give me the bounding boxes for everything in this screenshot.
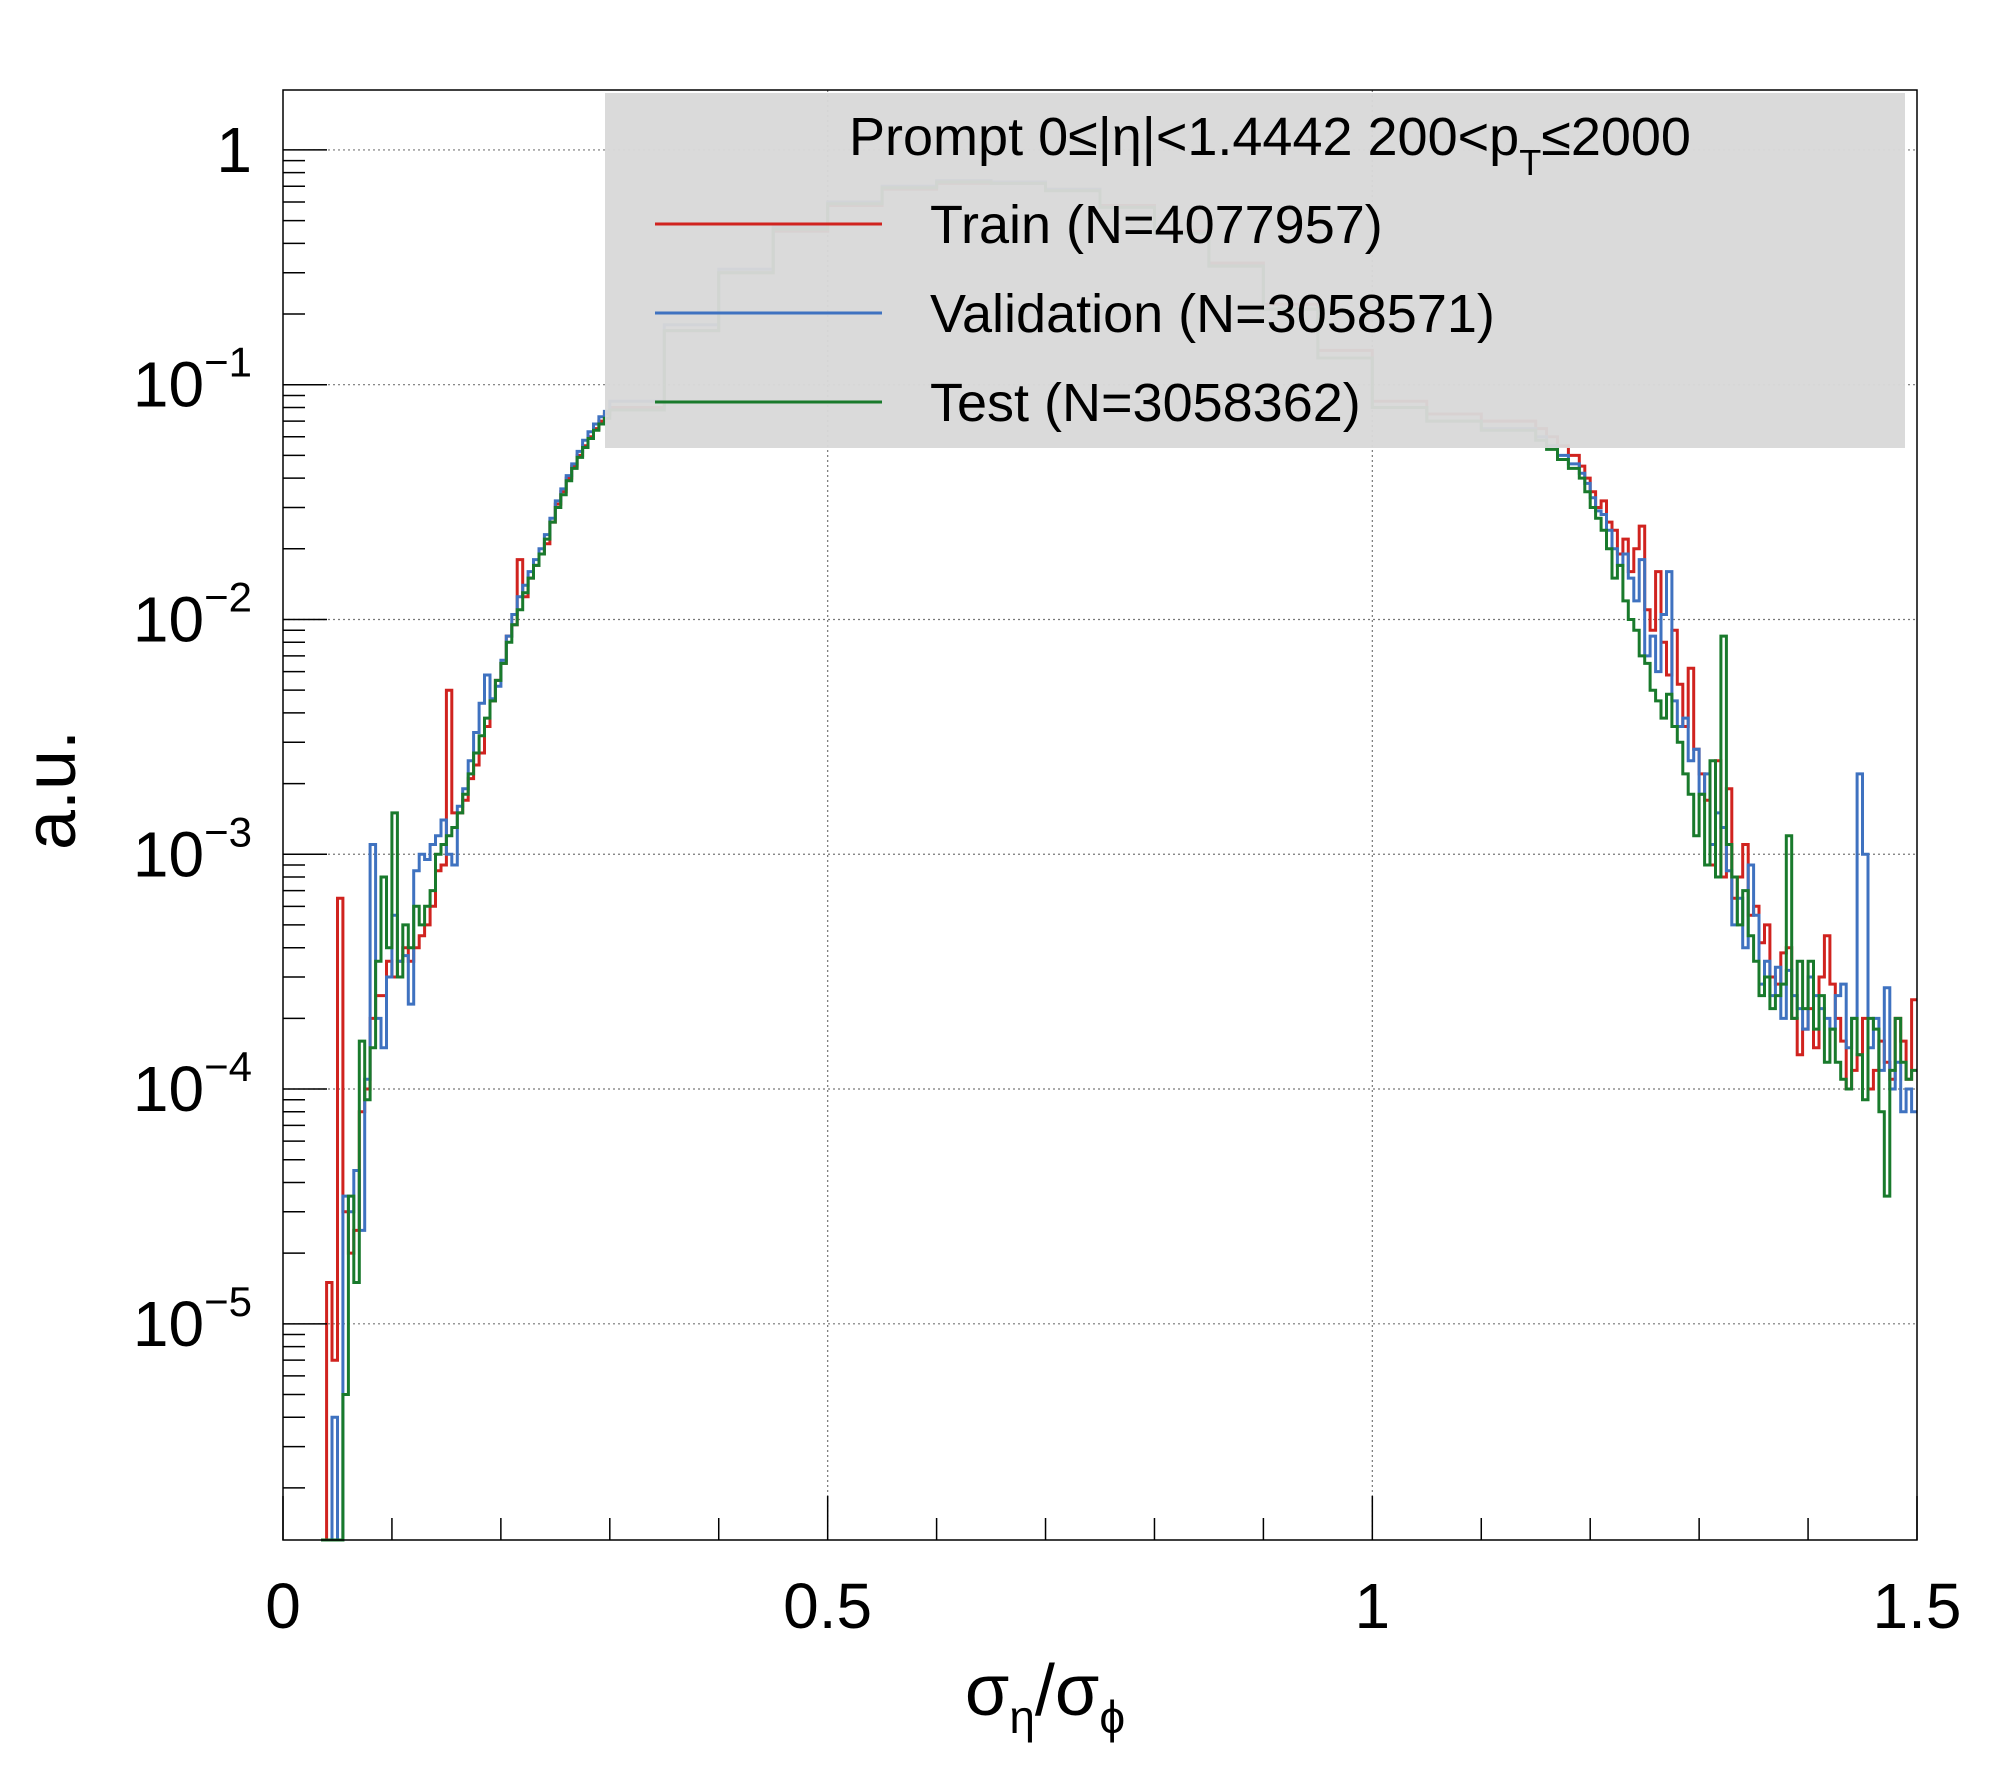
legend-header: Prompt 0≤|η|<1.4442 200<pT≤2000: [849, 107, 1691, 183]
legend-box: [605, 93, 1905, 448]
x-tick-label: 1: [1355, 1570, 1391, 1642]
y-tick-label-exponent: −1: [204, 339, 252, 386]
legend-label-2: Validation (N=3058571): [930, 284, 1495, 344]
x-axis-label-sub-phi: ϕ: [1099, 1691, 1125, 1743]
legend-header-text-end: ≤2000: [1541, 107, 1691, 167]
y-tick-label-base: 10: [133, 349, 204, 421]
plot-frame: [282, 89, 1918, 1541]
legend-header-subscript: T: [1519, 142, 1541, 183]
x-axis-label-sigma: σ: [965, 1651, 1009, 1731]
y-tick-label-base: 1: [216, 114, 252, 186]
x-tick-label: 0.5: [783, 1570, 872, 1642]
y-tick-label-base: 10: [133, 1053, 204, 1125]
y-tick-label-exponent: −3: [204, 808, 252, 855]
x-tick-label: 1.5: [1873, 1570, 1962, 1642]
axis-ticks: [282, 149, 1918, 1540]
y-tick-label: 10−4: [133, 1043, 252, 1125]
y-tick-label: 10−1: [133, 339, 252, 421]
y-tick-label-exponent: −2: [204, 573, 252, 620]
legend-header-text: Prompt 0≤|η|<1.4442 200<p: [849, 107, 1519, 167]
legend-label-3: Test (N=3058362): [930, 373, 1361, 433]
x-axis-label-slash-sigma: /σ: [1035, 1651, 1099, 1731]
x-axis-label: ση/σϕ: [965, 1651, 1125, 1743]
y-tick-label-base: 10: [133, 1288, 204, 1360]
y-tick-label: 10−3: [133, 808, 252, 890]
y-tick-label: 10−2: [133, 573, 252, 655]
y-tick-label-base: 10: [133, 583, 204, 655]
y-axis-label: a.u.: [11, 730, 91, 850]
y-tick-label-base: 10: [133, 818, 204, 890]
legend-label-1: Train (N=4077957): [930, 195, 1383, 255]
y-tick-label: 1: [216, 114, 252, 186]
x-axis-label-sub-eta: η: [1009, 1691, 1035, 1743]
legend: Prompt 0≤|η|<1.4442 200<pT≤2000 Train (N=…: [605, 93, 1905, 448]
x-tick-label: 0: [265, 1570, 301, 1642]
y-tick-label: 10−5: [133, 1278, 252, 1360]
y-tick-label-exponent: −5: [204, 1278, 252, 1325]
y-tick-label-exponent: −4: [204, 1043, 252, 1090]
